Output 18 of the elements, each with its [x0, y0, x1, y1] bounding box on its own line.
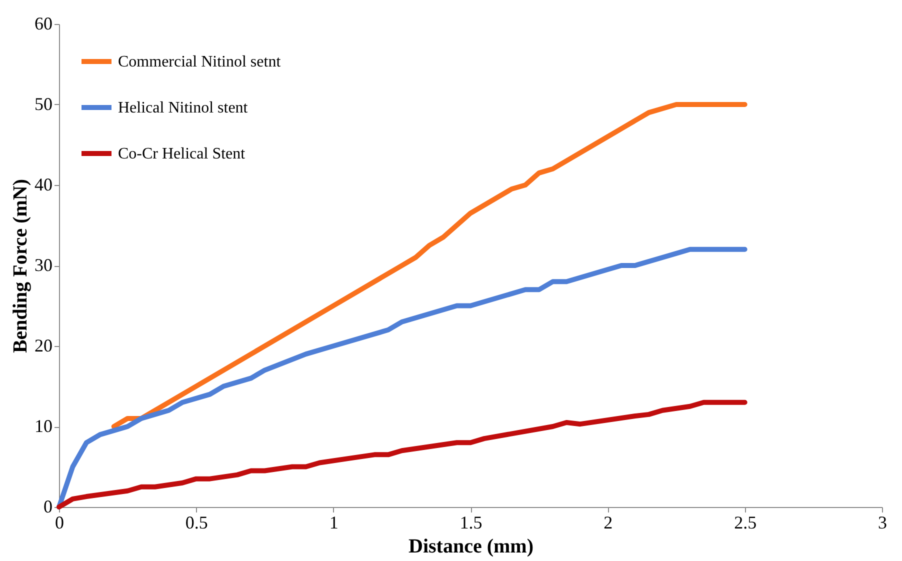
x-tick-label: 1.5 — [460, 512, 482, 532]
x-tick-label: 3 — [878, 512, 887, 532]
x-tick-label: 1 — [329, 512, 338, 532]
y-tick-label: 40 — [34, 174, 52, 194]
x-axis-title: Distance (mm) — [408, 536, 534, 558]
x-tick-label: 2 — [604, 512, 613, 532]
legend-label: Co-Cr Helical Stent — [118, 146, 246, 162]
legend-label: Helical Nitinol stent — [118, 100, 248, 116]
y-axis-title: Bending Force (mN) — [10, 178, 32, 354]
x-tick-label: 0.5 — [185, 512, 208, 532]
y-tick-label: 0 — [44, 496, 52, 516]
y-tick-label: 30 — [34, 255, 52, 275]
legend-label: Commercial Nitinol setnt — [118, 54, 282, 70]
y-tick-label: 50 — [34, 94, 52, 114]
x-tick-label: 2.5 — [734, 512, 757, 532]
y-tick-label: 60 — [34, 14, 52, 34]
y-tick-label: 10 — [34, 416, 52, 436]
y-tick-label: 20 — [34, 336, 52, 356]
